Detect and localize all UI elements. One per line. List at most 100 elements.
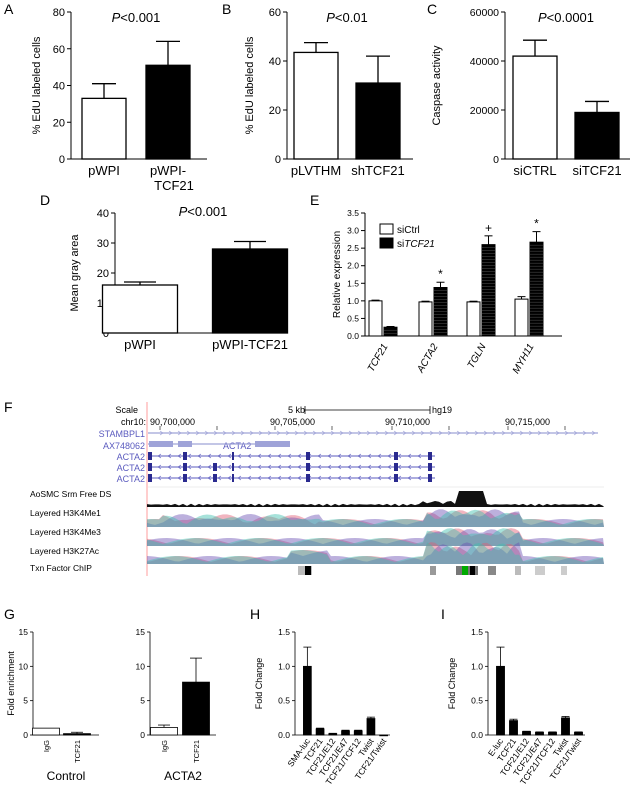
exon-block (394, 474, 398, 482)
strand-arrow (519, 430, 524, 436)
strand-arrow (465, 430, 470, 436)
bar-si (481, 244, 496, 337)
strand-arrow (257, 453, 262, 459)
strand-arrow (367, 453, 372, 459)
strand-arrow (407, 464, 412, 470)
strand-arrow (237, 453, 242, 459)
y-tick-label: 0.0 (347, 331, 359, 341)
y-tick-label: 0.5 (347, 313, 359, 323)
tf-chip-block (535, 566, 545, 575)
category-label: pLVTHM (291, 163, 341, 178)
scale-value: 5 kb (288, 405, 305, 415)
y-tick-label: 5 (23, 696, 28, 706)
strand-arrow (237, 464, 242, 470)
track-label-h3k4me3: Layered H3K4Me3 (30, 527, 101, 537)
bar (81, 97, 127, 160)
strand-arrow (327, 453, 332, 459)
y-tick-label: 10 (136, 661, 146, 671)
tf-chip-block (515, 566, 521, 575)
strand-arrow (167, 475, 172, 481)
y-axis-label: Relative expression (332, 231, 343, 318)
y-tick-label: 30 (97, 238, 109, 250)
chart-a: 0 20 40 60 80 % EdU labeled cells P<0.001 pWPI p… (31, 7, 207, 193)
strand-arrow (277, 475, 282, 481)
dnase-signal (147, 491, 604, 507)
gene-label-acta2-1: ACTA2 (117, 452, 145, 462)
bar-ctrl (418, 301, 433, 337)
strand-arrow (187, 453, 192, 459)
strand-arrow (564, 430, 569, 436)
histone-layer (147, 542, 604, 564)
exon-block (232, 463, 234, 471)
panel-letter-b: B (222, 1, 231, 17)
y-axis-label: Caspase activity (431, 45, 443, 126)
exon-block (394, 452, 398, 460)
strand-arrow (417, 464, 422, 470)
strand-arrow (402, 430, 407, 436)
strand-arrow (207, 475, 212, 481)
bar (574, 111, 620, 160)
y-tick-label: 0 (103, 328, 109, 340)
bar (101, 284, 179, 334)
strand-arrow (297, 475, 302, 481)
strand-arrow (177, 453, 182, 459)
strand-arrow (267, 464, 272, 470)
y-tick-label: 5 (140, 696, 145, 706)
strand-arrow (387, 464, 392, 470)
bar (303, 665, 312, 736)
category-label: pWPI (88, 163, 120, 178)
category-label: pWPI-TCF21 (212, 337, 288, 352)
strand-arrow (177, 430, 182, 436)
strand-arrow (195, 430, 200, 436)
strand-arrow (222, 430, 227, 436)
y-tick-label: 3.5 (347, 208, 359, 218)
category-label: shTCF21 (351, 163, 404, 178)
histone-layer (147, 509, 604, 527)
strand-arrow (197, 475, 202, 481)
position-4: 90,715,000 (505, 417, 550, 427)
strand-arrow (247, 453, 252, 459)
category-label: TCF21 (192, 740, 201, 763)
y-tick-label: 40 (53, 81, 65, 93)
exon-block (148, 474, 152, 482)
strand-arrow (157, 475, 162, 481)
chromosome-label: chr10: (121, 417, 146, 427)
histone-layer (147, 509, 604, 527)
strand-arrow (438, 430, 443, 436)
exon-block (306, 452, 310, 460)
exon-block (428, 463, 432, 471)
chart-e: 0.0 0.5 1.0 1.5 2.0 2.5 3.0 3.5 Relative express… (332, 208, 562, 376)
bar (548, 731, 557, 736)
gene-label-acta2-3: ACTA2 (117, 474, 145, 484)
category-label: MYH11 (511, 342, 537, 376)
p-value: P<0.001 (179, 204, 228, 219)
category-label: TCF21 (366, 342, 391, 374)
y-tick-label: 0 (275, 154, 281, 166)
panel-letter-f: F (4, 399, 13, 415)
strand-arrow (227, 475, 232, 481)
histone-layer (147, 528, 604, 546)
strand-arrow (501, 430, 506, 436)
strand-arrow (277, 453, 282, 459)
strand-arrow (327, 475, 332, 481)
bar (512, 55, 558, 160)
strand-arrow (348, 430, 353, 436)
y-tick-label: 20000 (470, 105, 499, 117)
exon-block (183, 474, 187, 482)
legend-swatch-ctrl (379, 223, 394, 235)
y-tick-label: 1.0 (471, 661, 483, 671)
exon-block (306, 474, 310, 482)
strand-arrow (207, 453, 212, 459)
strand-arrow (303, 430, 308, 436)
strand-arrow (407, 475, 412, 481)
y-tick-label: 20 (97, 268, 109, 280)
chart-g: Fold enrichment 0 5 10 15 IgG TCF21 Control 0 5 10… (6, 627, 216, 783)
strand-arrow (492, 430, 497, 436)
strand-arrow (393, 430, 398, 436)
strand-arrow (483, 430, 488, 436)
strand-arrow (321, 430, 326, 436)
y-tick-label: 0.0 (471, 730, 483, 740)
strand-arrow (267, 475, 272, 481)
